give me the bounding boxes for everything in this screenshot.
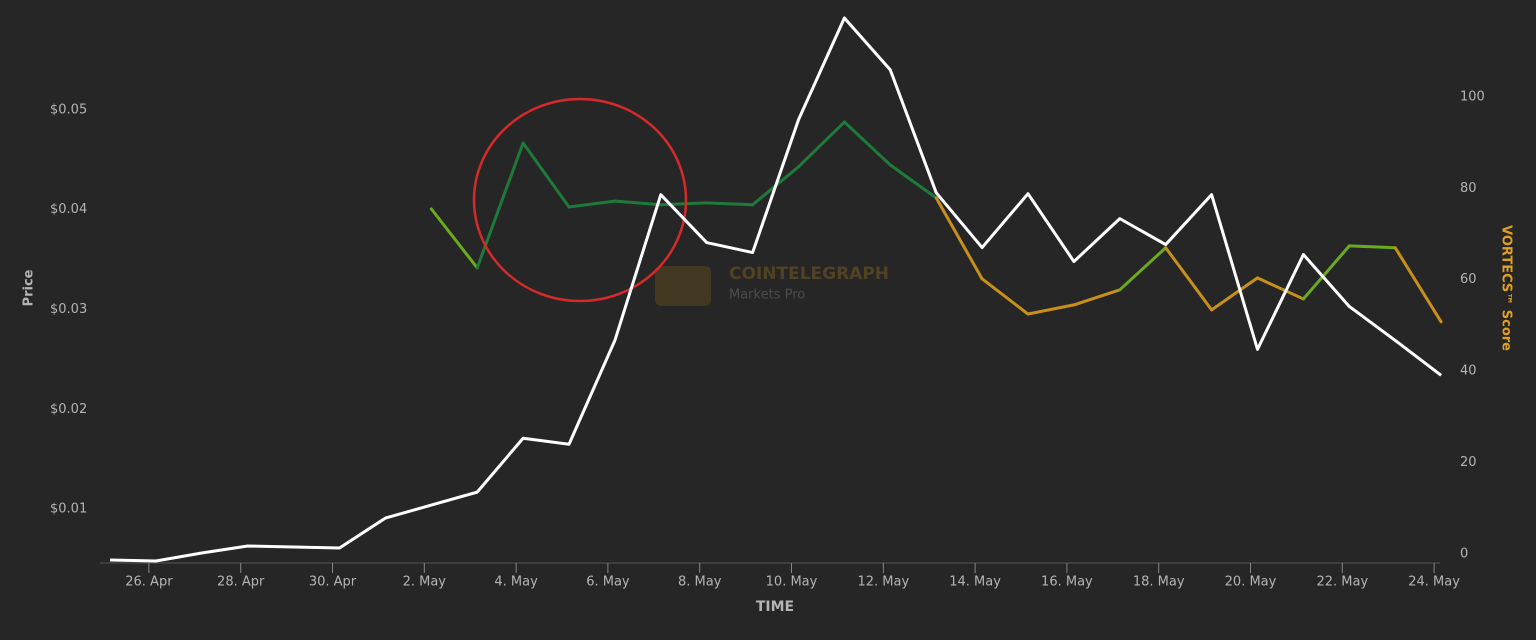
score-segment: [705, 201, 755, 207]
x-axis-label: TIME: [756, 599, 794, 615]
score-segment: [567, 199, 617, 209]
score-segment: [797, 120, 846, 169]
x-tick-label: 14. May: [949, 575, 1001, 590]
y2-axis-label: VORTECS™ Score: [1499, 225, 1514, 351]
score-segment: [888, 163, 938, 200]
highlight-circle: [472, 97, 688, 303]
x-tick-label: 10. May: [766, 575, 818, 590]
score-segment: [521, 141, 571, 209]
score-segment: [1393, 246, 1443, 324]
score-segment: [613, 199, 663, 207]
score-segment: [934, 196, 984, 281]
score-segment: [980, 277, 1030, 316]
y-tick-label: $0.02: [50, 402, 87, 417]
score-segment: [1301, 244, 1351, 301]
y-axis-label: Price: [22, 269, 37, 306]
y2-tick-label: 20: [1460, 455, 1477, 470]
score-segment: [842, 120, 892, 167]
x-tick-label: 4. May: [494, 575, 538, 590]
price-line: [109, 16, 1443, 563]
y2-tick-label: 60: [1460, 272, 1477, 287]
score-segment: [475, 141, 525, 270]
x-tick-label: 20. May: [1225, 575, 1277, 590]
watermark-logo: [655, 266, 711, 306]
x-tick-label: 30. Apr: [309, 575, 357, 590]
x-tick-label: 2. May: [403, 575, 447, 590]
score-segment: [1072, 288, 1122, 307]
score-segment: [1026, 303, 1076, 316]
x-tick-label: 6. May: [586, 575, 630, 590]
score-segment: [1210, 276, 1259, 312]
y-tick-label: $0.05: [50, 102, 87, 117]
x-tick-label: 16. May: [1041, 575, 1093, 590]
x-tick-label: 26. Apr: [125, 575, 173, 590]
y2-tick-label: 0: [1460, 547, 1468, 562]
x-tick-label: 8. May: [678, 575, 722, 590]
y2-tick-label: 40: [1460, 364, 1477, 379]
y-tick-label: $0.04: [50, 202, 87, 217]
score-segment: [1164, 246, 1214, 312]
watermark-subtitle: Markets Pro: [729, 288, 805, 303]
score-segment: [429, 207, 479, 270]
watermark-title: COINTELEGRAPH: [729, 264, 889, 284]
x-tick-label: 28. Apr: [217, 575, 265, 590]
score-segment: [1347, 244, 1397, 250]
y-tick-label: $0.01: [50, 502, 87, 517]
x-tick-label: 12. May: [857, 575, 909, 590]
y2-tick-label: 80: [1460, 181, 1477, 196]
x-tick-label: 18. May: [1133, 575, 1185, 590]
y-tick-label: $0.03: [50, 302, 87, 317]
y2-tick-label: 100: [1460, 89, 1485, 104]
x-tick-label: 24. May: [1408, 575, 1460, 590]
score-segment: [1256, 276, 1305, 301]
score-segment: [1118, 246, 1168, 292]
watermark: COINTELEGRAPH Markets Pro: [655, 264, 889, 306]
x-tick-label: 22. May: [1316, 575, 1368, 590]
